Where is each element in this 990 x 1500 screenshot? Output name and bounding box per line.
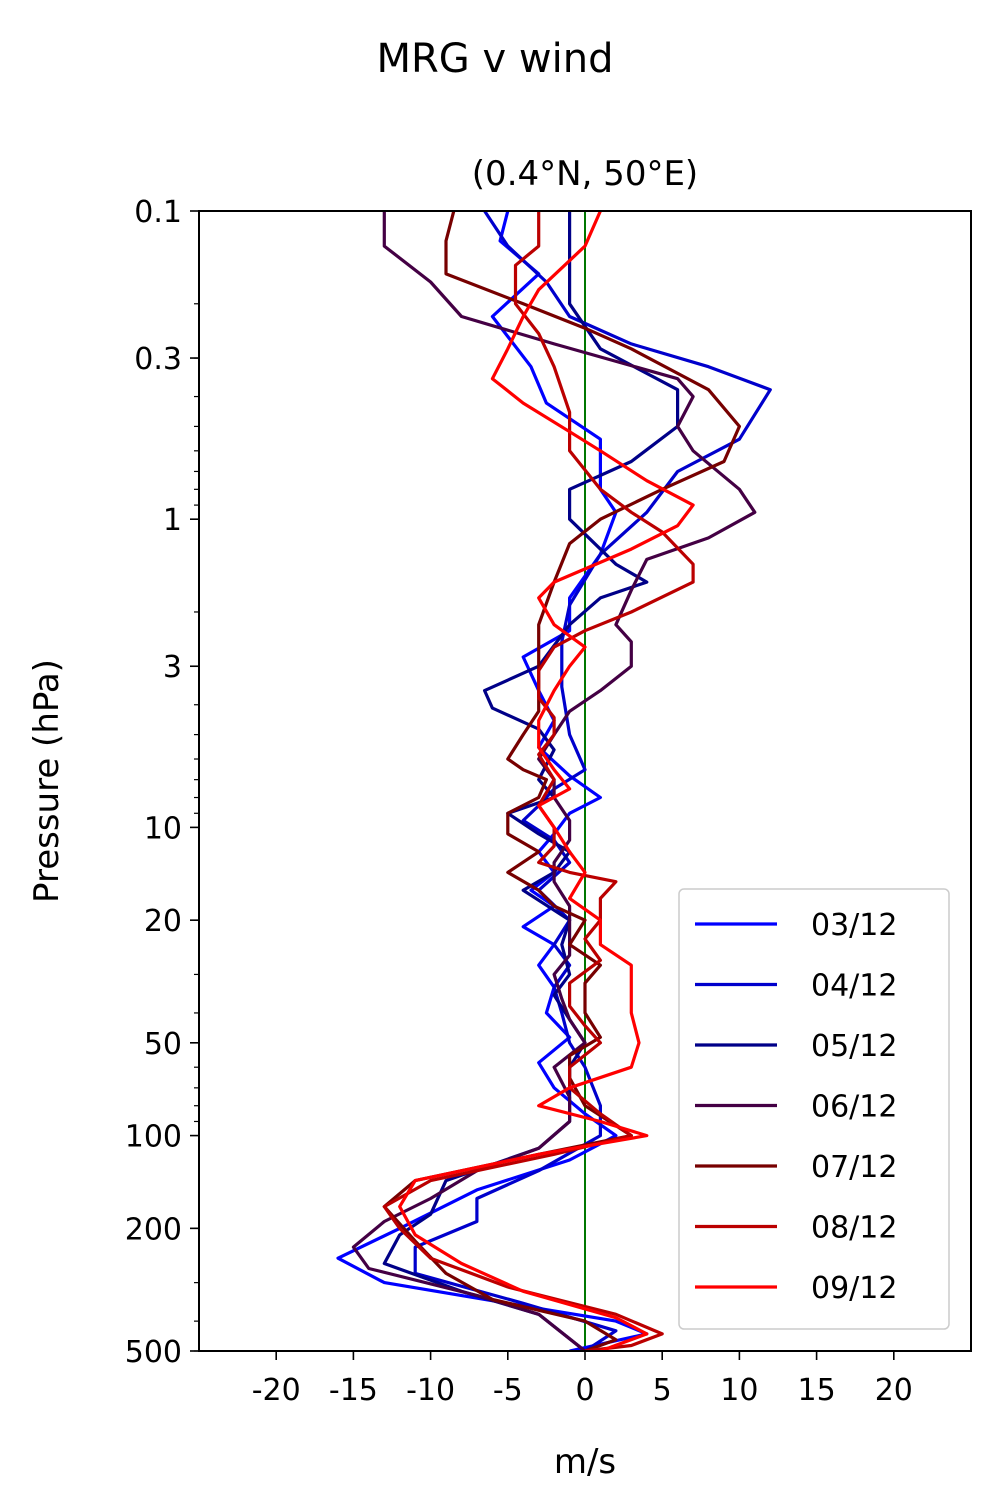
x-tick-label: 10 [720,1373,758,1408]
y-tick-label: 100 [125,1120,182,1155]
legend-entry: 04/12 [811,969,897,1004]
x-axis: -20 -15 -10 -5 0 5 10 15 20 [252,1351,913,1408]
x-tick-label: 0 [575,1373,594,1408]
y-tick-label: 20 [144,904,182,939]
x-tick-label: -5 [493,1373,523,1408]
x-tick-label: -15 [329,1373,378,1408]
legend-entry: 03/12 [811,908,897,943]
y-tick-label: 0.1 [134,195,182,230]
x-tick-label: 20 [875,1373,913,1408]
series-line-6 [382,211,695,1351]
legend-entry: 05/12 [811,1029,897,1064]
legend-entry: 08/12 [811,1211,897,1246]
y-axis-label: Pressure (hPa) [27,659,67,903]
legend-entry: 07/12 [811,1150,897,1185]
x-axis-label: m/s [554,1442,616,1482]
figure-title: MRG v wind [377,36,614,82]
x-tick-label: -20 [252,1373,301,1408]
axes-subtitle: (0.4°N, 50°E) [472,154,698,194]
y-tick-label: 1 [163,503,182,538]
x-tick-label: 15 [798,1373,836,1408]
legend-entry: 06/12 [811,1090,897,1125]
series-line-1 [336,211,649,1351]
legend-entry: 09/12 [811,1271,897,1306]
plot-area [198,210,972,1352]
x-tick-label: 5 [653,1373,672,1408]
series-line-3 [382,211,680,1351]
y-tick-label: 500 [125,1335,182,1370]
legend-box [678,888,950,1330]
legend: 03/12 04/12 05/12 06/12 07/12 08/12 09/12 [678,888,950,1330]
y-tick-label: 50 [144,1027,182,1062]
y-axis: 0.1 0.3 1 3 10 20 50 100 200 500 [125,195,199,1370]
y-tick-label: 200 [125,1212,182,1247]
x-tick-label: -10 [406,1373,455,1408]
series-line-7 [398,211,695,1351]
y-tick-label: 3 [163,650,182,685]
y-tick-label: 10 [144,811,182,846]
y-tick-label: 0.3 [134,342,182,377]
